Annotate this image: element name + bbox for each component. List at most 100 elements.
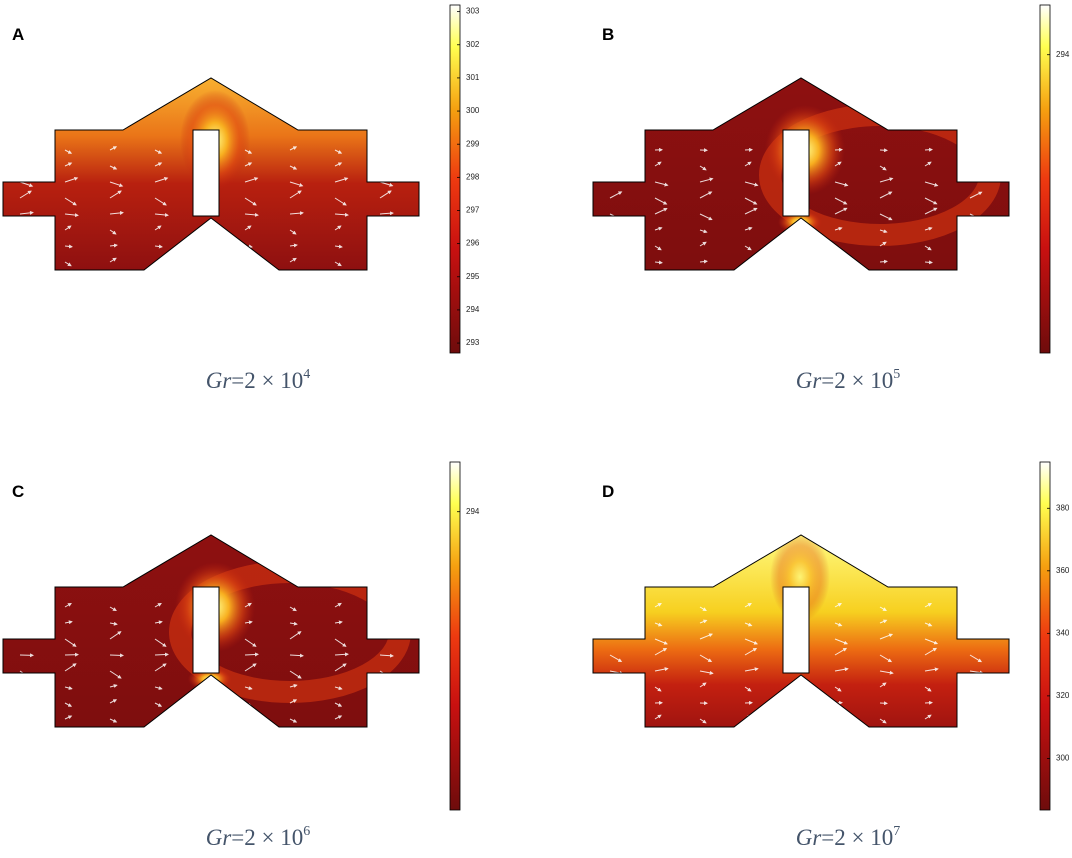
velocity-arrow: [109, 670, 122, 679]
velocity-arrow: [609, 654, 623, 662]
velocity-arrow: [19, 243, 28, 248]
velocity-arrow: [879, 606, 887, 611]
velocity-arrow: [64, 715, 73, 720]
velocity-arrow: [199, 684, 208, 688]
colorbar-tick-label: 320: [1056, 691, 1070, 700]
velocity-arrow: [699, 633, 713, 640]
velocity-arrow: [654, 245, 662, 251]
velocity-arrow: [64, 176, 79, 183]
velocity-arrow: [834, 603, 842, 608]
velocity-arrow: [289, 718, 298, 723]
velocity-arrow: [834, 260, 843, 265]
velocity-arrow: [19, 631, 32, 640]
velocity-arrow: [244, 149, 253, 154]
velocity-arrow: [289, 606, 297, 612]
velocity-arrow: [879, 633, 894, 640]
caption-expression: =2 × 10: [231, 368, 303, 393]
panel-label: B: [602, 25, 614, 44]
velocity-arrow: [609, 606, 617, 612]
velocity-arrow: [379, 211, 394, 216]
velocity-arrow: [744, 181, 759, 187]
velocity-arrow: [969, 229, 978, 234]
colorbar-tick-label: 293: [466, 338, 480, 347]
velocity-arrow: [379, 243, 388, 248]
velocity-arrow: [744, 161, 752, 167]
velocity-arrow: [289, 699, 298, 704]
velocity-arrow: [64, 638, 77, 647]
velocity-arrow: [744, 207, 758, 215]
velocity-arrow: [19, 165, 28, 170]
velocity-arrow: [924, 207, 938, 215]
velocity-arrow: [199, 243, 208, 248]
velocity-arrow: [789, 259, 798, 264]
velocity-arrow: [969, 633, 984, 640]
velocity-arrow: [109, 621, 118, 626]
velocity-arrow: [154, 702, 163, 707]
velocity-arrow: [289, 631, 302, 640]
velocity-arrow: [109, 190, 122, 199]
velocity-arrow: [924, 647, 938, 656]
velocity-arrow: [19, 621, 28, 626]
velocity-arrow: [834, 161, 842, 167]
domain-outline: [2, 77, 420, 271]
velocity-arrow: [924, 226, 933, 231]
caption-expression: =2 × 10: [231, 825, 303, 850]
velocity-arrow: [289, 670, 302, 679]
velocity-arrow: [744, 638, 758, 645]
velocity-arrow: [969, 654, 983, 663]
velocity-arrow: [379, 699, 388, 704]
velocity-arrow: [19, 210, 34, 215]
caption: Gr=2 × 105: [796, 367, 901, 393]
velocity-arrow: [879, 213, 893, 221]
velocity-arrow: [879, 165, 887, 171]
velocity-arrow: [19, 190, 32, 199]
velocity-arrow: [334, 686, 343, 691]
velocity-arrow: [654, 260, 663, 265]
velocity-arrow: [154, 244, 163, 249]
velocity-arrow: [924, 603, 932, 608]
velocity-arrow: [19, 257, 27, 263]
caption: Gr=2 × 106: [206, 824, 311, 850]
velocity-arrow: [109, 243, 118, 248]
velocity-arrow: [19, 229, 27, 235]
velocity-arrow: [879, 177, 894, 183]
caption: Gr=2 × 107: [796, 824, 901, 850]
velocity-arrow: [609, 165, 617, 171]
velocity-arrow: [379, 683, 388, 688]
velocity-arrow: [199, 699, 208, 704]
velocity-arrow: [654, 622, 663, 627]
velocity-arrow: [199, 257, 207, 263]
colorbar-tick-label: 294: [466, 305, 480, 314]
velocity-arrow: [154, 638, 167, 647]
velocity-arrow: [969, 259, 978, 264]
velocity-arrow: [154, 225, 162, 231]
caption-exponent: 7: [893, 824, 900, 839]
velocity-arrow: [109, 606, 117, 612]
velocity-arrow: [969, 682, 977, 688]
caption-expression: =2 × 10: [821, 825, 893, 850]
velocity-arrow: [334, 620, 343, 625]
velocity-arrow: [244, 197, 257, 206]
velocity-arrow: [654, 602, 662, 608]
velocity-arrow: [744, 622, 753, 627]
colorbar-tick-label: 360: [1056, 566, 1070, 575]
panel: D 300 320 340 360 380 Gr=2 × 107: [592, 461, 1070, 850]
colorbar-tick-label: 299: [466, 139, 480, 148]
velocity-arrow: [969, 191, 983, 199]
velocity-arrow: [924, 638, 939, 645]
velocity-arrow: [654, 161, 662, 167]
colorbar-tick-label: 303: [466, 7, 480, 16]
velocity-arrow: [744, 197, 758, 205]
velocity-arrow: [834, 226, 843, 231]
velocity-arrow: [379, 718, 388, 723]
velocity-arrow: [654, 714, 662, 720]
colorbar-tick-label: 298: [466, 172, 480, 181]
velocity-arrow: [244, 663, 257, 672]
velocity-arrow: [334, 702, 343, 707]
velocity-arrow: [879, 718, 887, 724]
velocity-arrow: [334, 261, 342, 267]
velocity-arrow: [109, 165, 118, 170]
caption: Gr=2 × 104: [206, 367, 311, 393]
velocity-arrow: [244, 177, 259, 183]
velocity-arrow: [744, 667, 759, 672]
